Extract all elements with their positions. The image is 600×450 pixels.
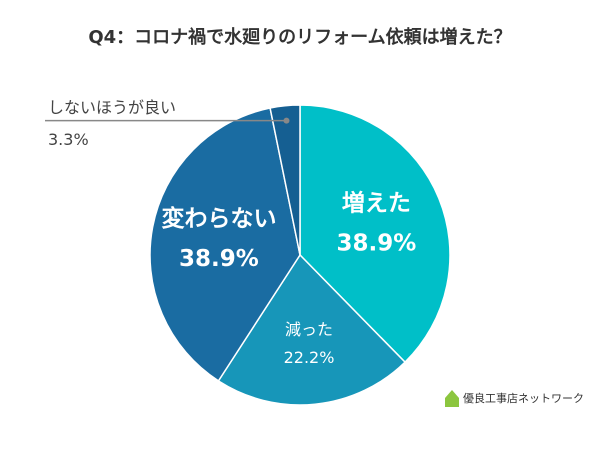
slice-value: 38.9% (179, 246, 259, 272)
slice-value: 3.3% (48, 130, 89, 149)
slice-value: 38.9% (336, 230, 416, 256)
slice-value: 22.2% (284, 348, 335, 367)
logo: 優良工事店ネットワーク (445, 390, 584, 407)
pie-slice (149, 107, 301, 382)
logo-icon (445, 390, 459, 407)
leader-dot (283, 117, 290, 124)
chart-title: Q4：コロナ禍で水廻りのリフォーム依頼は増えた？ (88, 26, 511, 48)
slice-label: しないほうが良い (48, 98, 176, 117)
pie-slice (299, 104, 451, 364)
slice-label: 減った (285, 320, 333, 339)
pie-slice (269, 104, 301, 256)
slice-label: 増えた (342, 189, 411, 216)
slice-label: 変わらない (161, 205, 276, 232)
logo-text: 優良工事店ネットワーク (463, 391, 584, 405)
pie-slice (217, 253, 407, 406)
